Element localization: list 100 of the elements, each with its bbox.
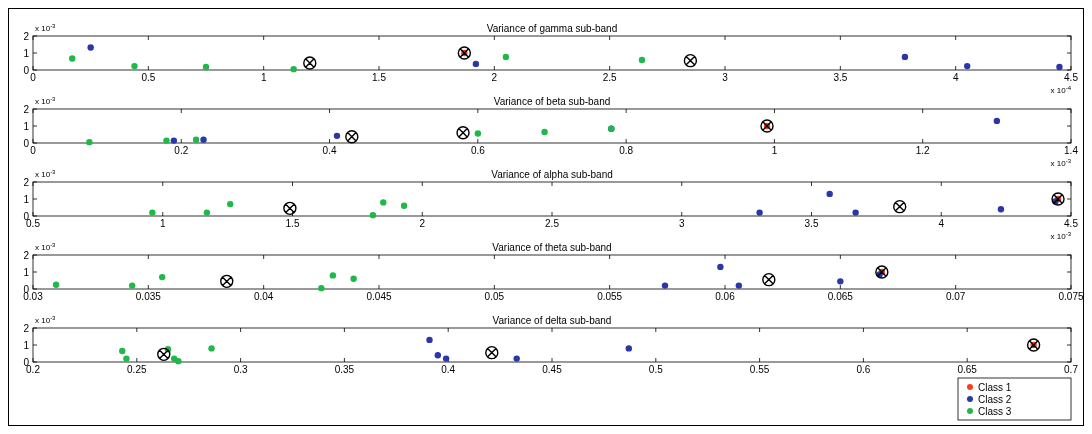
x-tick-label: 0.03 [23, 291, 44, 302]
point [200, 136, 207, 143]
x-tick-label: 0.075 [1058, 291, 1084, 302]
point [123, 355, 130, 362]
y-tick-label: 1 [23, 193, 30, 205]
point [163, 137, 170, 144]
x-tick-label: 0.2 [174, 145, 189, 156]
point [350, 275, 357, 282]
point [318, 284, 325, 292]
x-tick-label: 0 [30, 145, 37, 156]
point [964, 62, 971, 70]
x-tick-label: 3 [678, 218, 685, 229]
legend-label: Class 1 [978, 381, 1012, 393]
x-tick-label: 0.35 [334, 364, 355, 375]
point [158, 273, 166, 281]
x-tick-label: 2 [491, 72, 498, 83]
point [625, 345, 633, 352]
text: x 10$^{-3}$ [1050, 231, 1072, 241]
point [345, 130, 359, 144]
chart-title: Variance of theta sub-band [492, 242, 612, 253]
x-tick-label: 2.5 [602, 72, 618, 83]
point [683, 54, 698, 68]
y-tick-label: 1 [23, 339, 30, 351]
x-tick-label: 0.55 [749, 364, 770, 375]
x-tick-label: 3.5 [804, 218, 819, 229]
point [1056, 63, 1063, 71]
point [442, 355, 450, 362]
point [149, 209, 156, 216]
point [369, 211, 377, 219]
chart-title: Variance of delta sub-band [492, 315, 612, 326]
point [993, 117, 1001, 125]
x-tick-label: 0.5 [26, 218, 41, 229]
x-tick-label: 0 [30, 72, 37, 83]
x-tick-label: 0.45 [542, 364, 563, 375]
x-tick-label: 1.5 [372, 72, 387, 83]
x-tick-label: 1 [771, 145, 778, 156]
x-tick-label: 1.5 [285, 218, 300, 229]
text: x 10$^{-3}$ [1050, 158, 1072, 168]
x-tick-label: 0.65 [957, 364, 978, 375]
y-tick-label: 1 [23, 266, 30, 278]
point [456, 126, 470, 140]
text: x 10$^{-4}$ [1050, 85, 1072, 95]
x-tick-label: 4 [938, 218, 945, 229]
x-tick-label: 0.7 [1064, 364, 1079, 375]
point [157, 347, 171, 361]
point [901, 53, 909, 61]
x-tick-label: 2.5 [545, 218, 560, 229]
point [852, 209, 859, 216]
legend-label: Class 2 [978, 393, 1012, 405]
point [86, 138, 93, 146]
x-tick-label: 4.5 [1064, 218, 1079, 229]
point [131, 62, 138, 70]
x-tick-label: 0.035 [135, 291, 162, 302]
point [638, 56, 646, 64]
y-tick-label: 2 [23, 103, 30, 115]
x-tick-label: 0.05 [484, 291, 505, 302]
point [227, 200, 234, 208]
point [826, 190, 833, 198]
point [434, 352, 442, 359]
point [283, 201, 297, 215]
point [220, 274, 234, 288]
point [837, 278, 844, 285]
point [290, 65, 297, 73]
x-tick-label: 0.6 [856, 364, 871, 375]
point [203, 209, 211, 216]
x-tick-label: 0.07 [945, 291, 966, 302]
point [52, 281, 60, 288]
x-tick-label: 0.3 [233, 364, 248, 375]
chart-title: Variance of beta sub-band [493, 96, 611, 107]
point [192, 136, 200, 143]
point [474, 130, 482, 137]
y-tick-label: 1 [23, 47, 30, 59]
x-tick-label: 4 [952, 72, 959, 83]
x-tick-label: 0.5 [648, 364, 664, 375]
x-tick-label: 1 [260, 72, 267, 83]
point [541, 128, 548, 136]
y-tick-label: 2 [23, 30, 30, 42]
chart-title: Variance of gamma sub-band [486, 23, 618, 34]
point [202, 63, 210, 71]
point [513, 355, 520, 362]
x-tick-label: 1.2 [915, 145, 931, 156]
x-tick-label: 1.4 [1064, 145, 1079, 156]
point [333, 132, 341, 140]
x-tick-label: 0.06 [715, 291, 736, 302]
point [893, 200, 907, 214]
point [717, 263, 724, 271]
point [472, 60, 480, 68]
text: x 10$^{-3}$ [35, 169, 57, 179]
x-tick-label: 4.5 [1064, 72, 1079, 83]
chart-title: Variance of alpha sub-band [491, 169, 613, 180]
point [762, 273, 776, 287]
x-tick-label: 0.6 [470, 145, 486, 156]
y-tick-label: 1 [23, 120, 30, 132]
x-tick-label: 2 [419, 218, 426, 229]
point [87, 44, 94, 51]
point [502, 53, 510, 61]
text: x 10$^{-3}$ [35, 96, 57, 106]
point [170, 137, 178, 144]
point [457, 46, 472, 60]
point [426, 336, 433, 344]
